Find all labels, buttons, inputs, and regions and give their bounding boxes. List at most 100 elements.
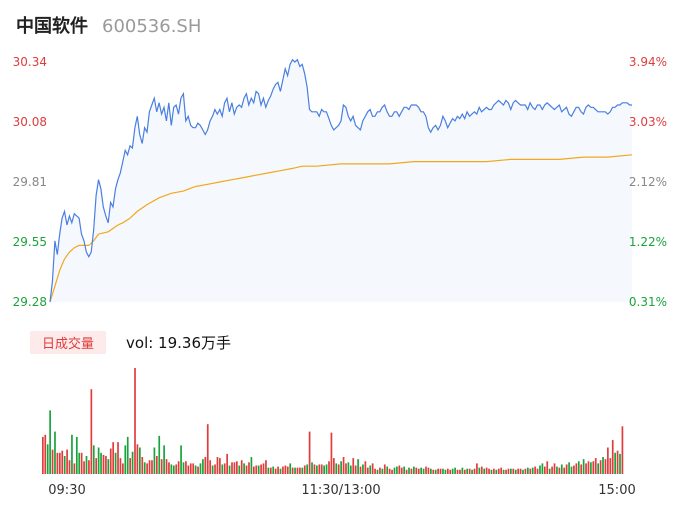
volume-bar bbox=[366, 467, 369, 474]
volume-bar bbox=[245, 465, 248, 474]
volume-bar bbox=[383, 464, 386, 474]
volume-bar bbox=[347, 462, 350, 474]
volume-bar bbox=[61, 450, 64, 474]
volume-bar bbox=[51, 449, 54, 474]
volume-bar bbox=[500, 467, 503, 474]
volume-bar bbox=[282, 466, 284, 474]
volume-bar bbox=[71, 434, 73, 474]
volume-bar bbox=[42, 436, 44, 474]
volume-bar bbox=[238, 465, 241, 474]
volume-bar bbox=[92, 445, 95, 474]
volume-bar bbox=[505, 469, 507, 474]
y-tick-left: 29.55 bbox=[13, 235, 47, 249]
volume-bar bbox=[456, 469, 459, 474]
volume-bar bbox=[139, 447, 141, 474]
volume-bar bbox=[80, 452, 83, 474]
volume-bar bbox=[214, 464, 216, 474]
x-tick-label: 11:30/13:00 bbox=[301, 483, 380, 498]
volume-bar bbox=[175, 464, 178, 474]
volume-bar bbox=[168, 462, 170, 474]
volume-bar bbox=[539, 465, 541, 474]
volume-bar bbox=[400, 467, 403, 474]
y-tick-right: 3.03% bbox=[629, 115, 667, 129]
volume-bar bbox=[243, 463, 245, 474]
volume-bar bbox=[352, 458, 355, 474]
volume-bar bbox=[476, 463, 478, 474]
stock-code: 600536.SH bbox=[102, 16, 202, 37]
volume-bar bbox=[359, 466, 362, 474]
volume-bar bbox=[345, 463, 347, 474]
volume-bar bbox=[357, 459, 359, 474]
volume-bar bbox=[597, 463, 600, 474]
volume-bar bbox=[374, 468, 376, 474]
price-line bbox=[49, 58, 632, 303]
volume-bar bbox=[303, 465, 306, 474]
volume-bar bbox=[182, 462, 185, 474]
volume-bar bbox=[289, 463, 292, 474]
volume-bar bbox=[192, 463, 195, 474]
volume-bar bbox=[369, 465, 372, 474]
volume-bar bbox=[577, 461, 580, 474]
volume-bar bbox=[177, 461, 180, 474]
volume-bar bbox=[590, 462, 592, 474]
volume-bar bbox=[621, 426, 624, 474]
volume-bar bbox=[602, 457, 604, 474]
volume-bar bbox=[415, 467, 418, 474]
volume-bar bbox=[165, 459, 168, 474]
volume-bar bbox=[495, 469, 498, 474]
volume-bar bbox=[340, 461, 342, 474]
volume-bar bbox=[202, 459, 204, 474]
y-tick-right: 2.12% bbox=[629, 175, 667, 189]
volume-tab[interactable]: 日成交量 bbox=[30, 330, 107, 354]
volume-bar bbox=[502, 469, 505, 474]
volume-bar bbox=[124, 445, 127, 474]
volume-bar bbox=[100, 452, 102, 474]
volume-bar bbox=[551, 466, 553, 474]
volume-bar bbox=[320, 464, 323, 474]
volume-bar bbox=[330, 432, 333, 474]
volume-bar bbox=[522, 469, 524, 474]
volume-bar bbox=[250, 457, 253, 474]
volume-bar bbox=[260, 464, 262, 474]
volume-bar bbox=[206, 424, 209, 474]
volume-bar bbox=[306, 464, 309, 474]
volume-bar bbox=[221, 464, 224, 474]
volume-bar bbox=[301, 467, 304, 474]
volume-bar bbox=[328, 461, 330, 474]
volume-bar bbox=[209, 460, 212, 474]
volume-bar bbox=[136, 444, 139, 474]
volume-bar bbox=[141, 457, 144, 474]
volume-bar bbox=[497, 468, 500, 474]
volume-bar bbox=[483, 468, 486, 474]
volume-bar bbox=[480, 466, 483, 474]
volume-bar bbox=[248, 462, 250, 474]
volume-bar bbox=[434, 469, 437, 474]
volume-bar bbox=[265, 460, 267, 474]
y-tick-right: 3.94% bbox=[629, 55, 667, 69]
volume-bar bbox=[143, 462, 146, 474]
x-tick-label: 15:00 bbox=[598, 483, 635, 498]
volume-bar bbox=[105, 455, 107, 474]
volume-bar bbox=[267, 467, 270, 474]
volume-bar bbox=[66, 449, 68, 474]
volume-bar bbox=[294, 467, 296, 474]
volume-bar bbox=[519, 468, 522, 474]
volume-bar bbox=[68, 460, 71, 474]
volume-bar bbox=[420, 467, 422, 474]
volume-bar bbox=[548, 468, 551, 474]
volume-bar bbox=[381, 468, 384, 474]
volume-bar bbox=[337, 464, 340, 474]
volume-bar bbox=[364, 461, 367, 474]
volume-bar bbox=[311, 462, 313, 474]
volume-bar bbox=[252, 466, 255, 474]
volume-bar bbox=[391, 469, 393, 474]
volume-bar bbox=[413, 466, 415, 474]
volume-bar bbox=[163, 445, 165, 474]
y-tick-left: 29.28 bbox=[13, 295, 47, 309]
volume-bar bbox=[269, 467, 272, 474]
volume-bar bbox=[185, 461, 187, 474]
volume-bar bbox=[187, 465, 190, 474]
volume-bar bbox=[46, 444, 49, 474]
volume-bar bbox=[255, 465, 258, 474]
volume-bar bbox=[563, 467, 566, 474]
